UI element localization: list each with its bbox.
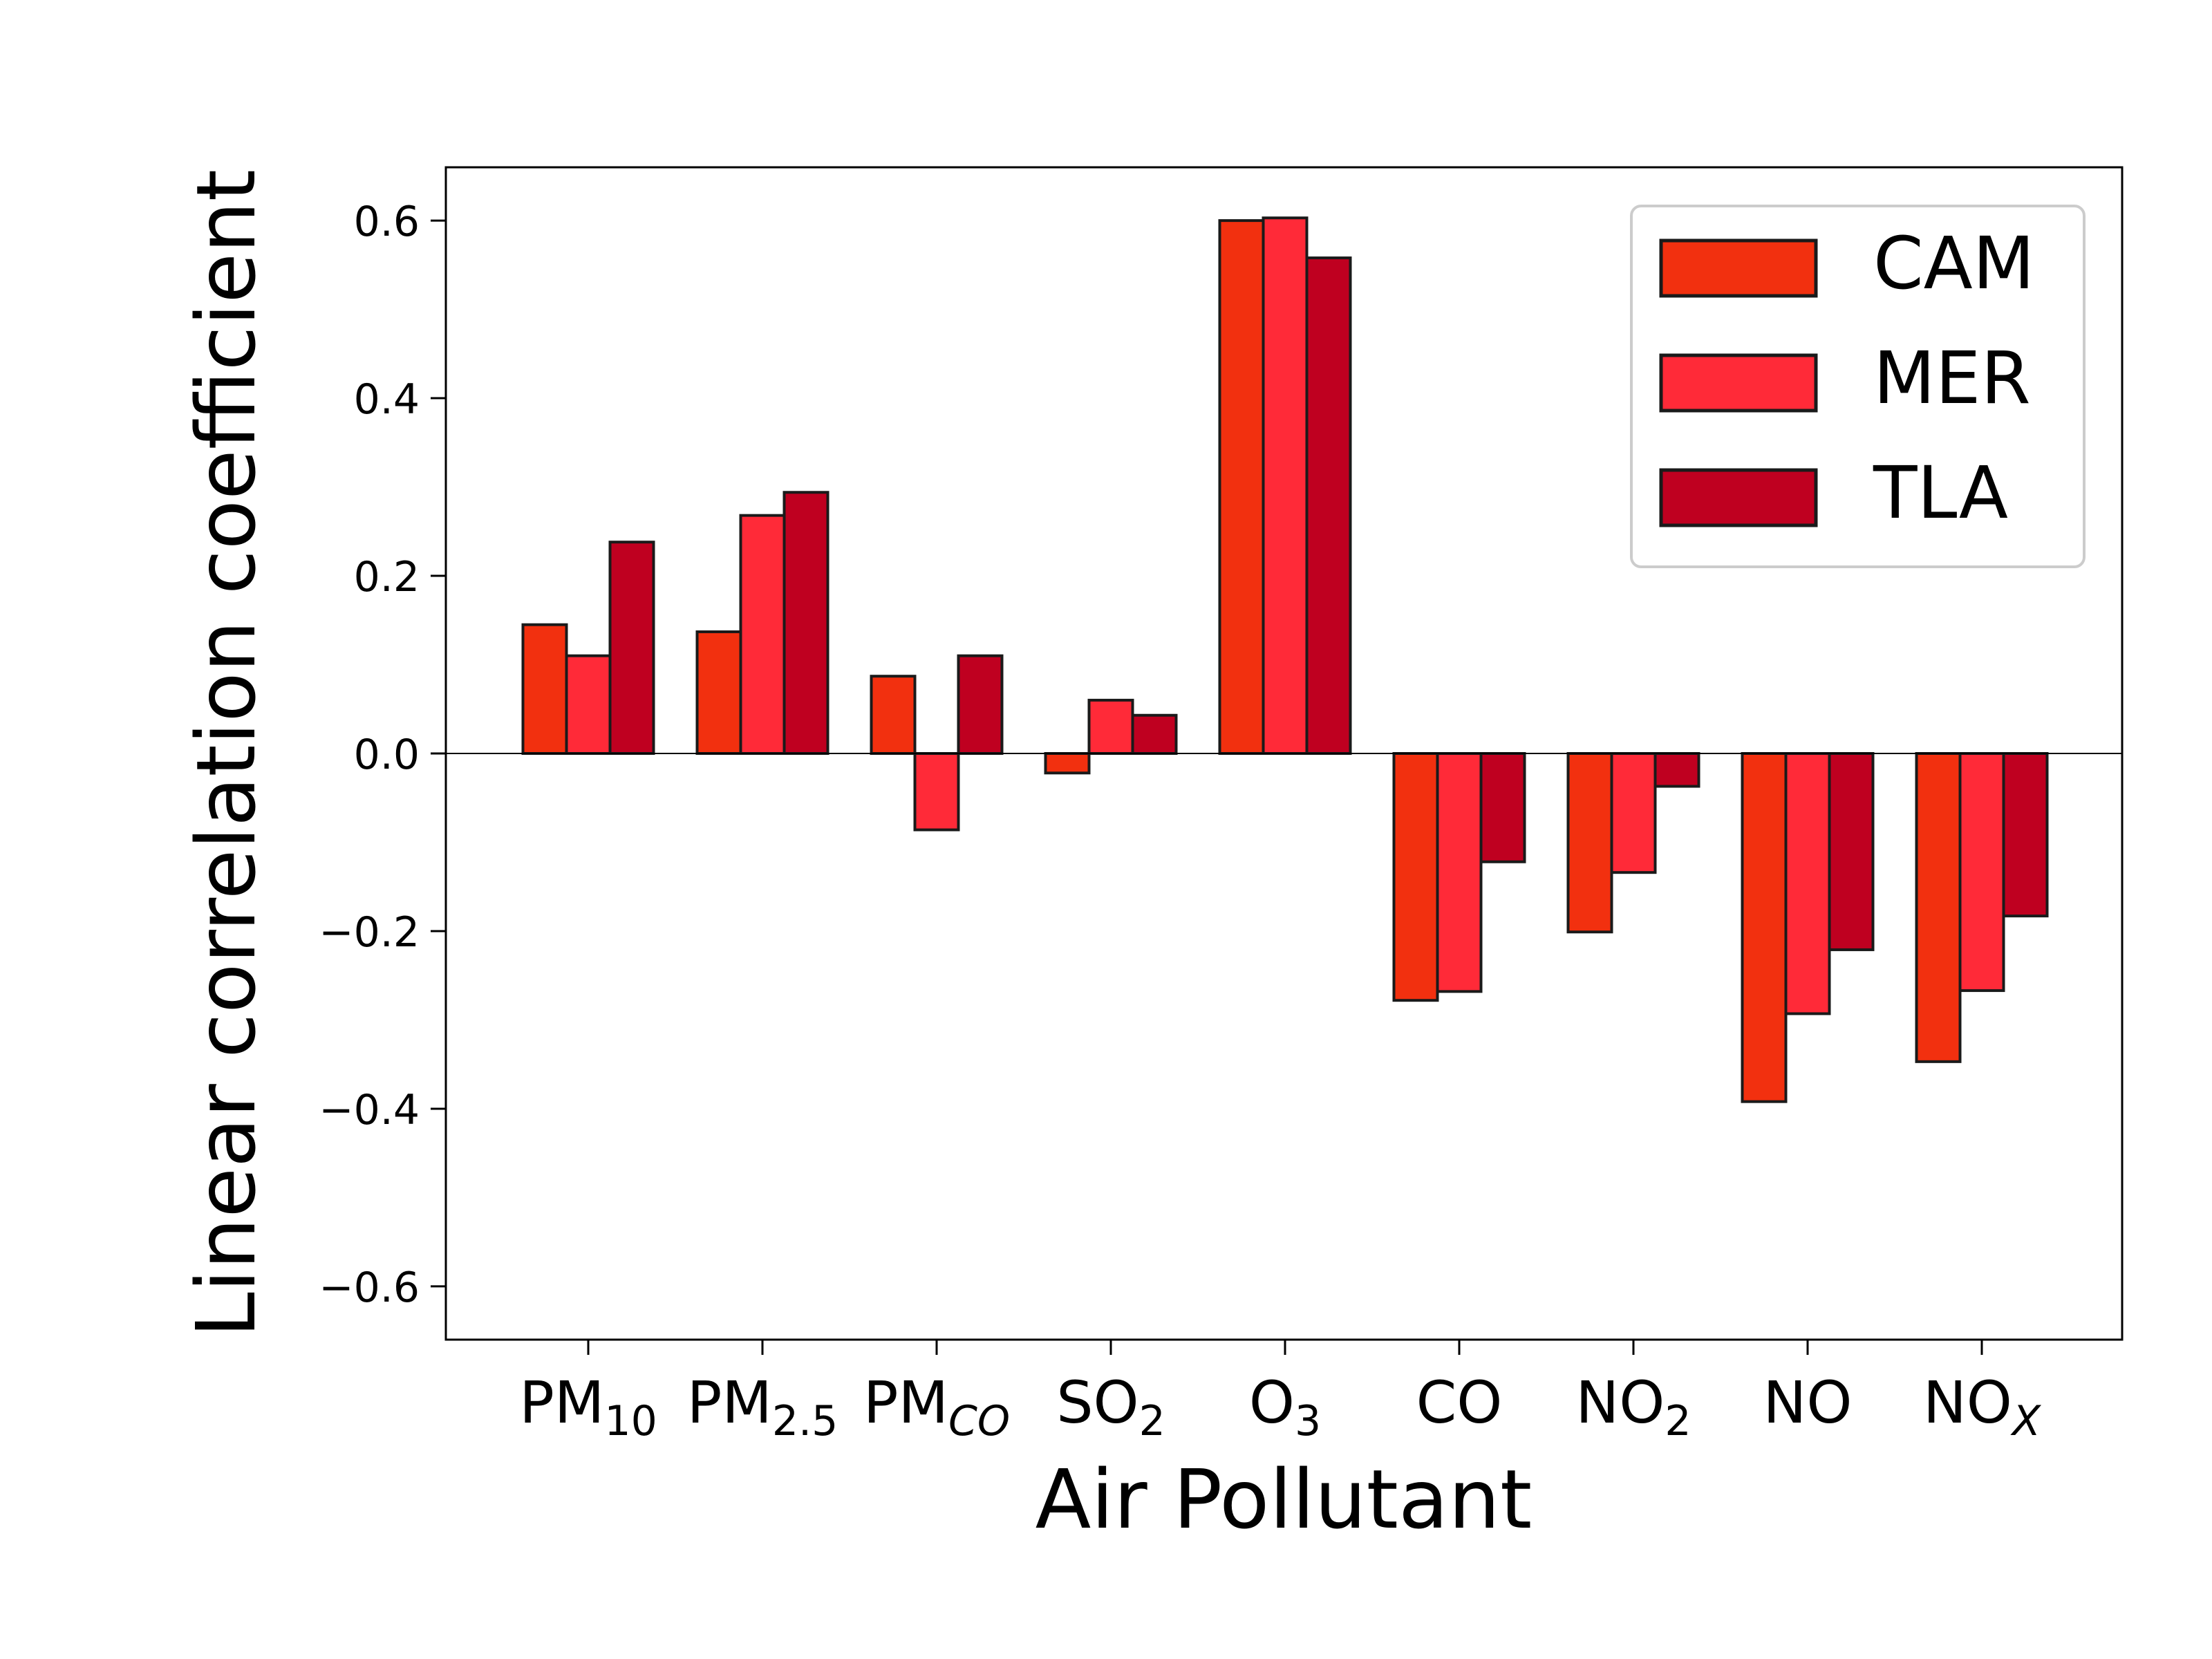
x-tick-label: NO [1763,1369,1853,1436]
bar-cam-4 [1218,219,1265,756]
bar-mer-7 [1784,752,1831,1015]
bar-mer-2 [913,752,960,832]
x-axis: PM10 PM2.5 PMCO SO2 O3 CO NO2 NO NOX [519,1340,2042,1445]
bar-mer-3 [1087,698,1134,756]
x-tick-label: PM10 [519,1369,657,1445]
legend-swatch-mer [1659,353,1818,413]
bar-tla-7 [1828,752,1875,951]
bar-mer-4 [1262,216,1309,755]
y-tick-label: −0.6 [319,1264,420,1312]
x-tick-label: PMCO [863,1369,1010,1445]
y-tick-label: −0.2 [319,908,420,957]
legend-swatch-cam [1659,238,1818,298]
bar-tla-0 [608,541,655,755]
x-tick-label: NOX [1923,1369,2042,1445]
y-axis-label: Linear correlation coefficient [178,169,274,1338]
bar-mer-1 [739,514,786,755]
y-axis: −0.6 −0.4 −0.2 0.0 0.2 0.4 0.6 [319,198,446,1312]
bar-cam-0 [521,623,568,755]
y-tick-label: 0.6 [354,198,420,246]
bar-mer-6 [1610,752,1657,874]
bar-cam-2 [870,675,917,756]
x-tick-label: SO2 [1056,1369,1165,1445]
bar-cam-7 [1741,752,1788,1103]
x-axis-label: Air Pollutant [1035,1452,1533,1547]
legend: CAM MER TLA [1630,205,2086,568]
y-tick-label: 0.0 [354,731,420,779]
x-tick-label: CO [1416,1369,1503,1436]
bar-cam-3 [1044,752,1091,775]
legend-label-mer: MER [1873,336,2031,420]
x-tick-label: NO2 [1575,1369,1691,1445]
bar-cam-1 [695,630,742,756]
legend-label-cam: CAM [1873,221,2035,306]
bars-layer [521,216,2049,1103]
y-tick-label: −0.4 [319,1086,420,1134]
bar-tla-5 [1479,752,1526,863]
bar-tla-6 [1653,752,1700,788]
bar-mer-5 [1436,752,1483,993]
bar-cam-5 [1392,752,1439,1002]
bar-cam-8 [1915,752,1962,1063]
bar-tla-3 [1131,713,1178,755]
legend-label-tla: TLA [1873,451,2008,535]
bar-mer-0 [565,654,612,756]
y-tick-label: 0.4 [354,375,420,424]
bar-cam-6 [1566,752,1613,934]
legend-swatch-tla [1659,468,1818,527]
bar-tla-8 [2002,752,2049,918]
x-tick-label: O3 [1249,1369,1321,1445]
y-tick-label: 0.2 [354,553,420,601]
bar-mer-8 [1958,752,2005,993]
x-tick-label: PM2.5 [687,1369,838,1445]
bar-tla-4 [1305,256,1352,755]
bar-tla-2 [957,654,1004,756]
bar-tla-1 [782,491,830,755]
